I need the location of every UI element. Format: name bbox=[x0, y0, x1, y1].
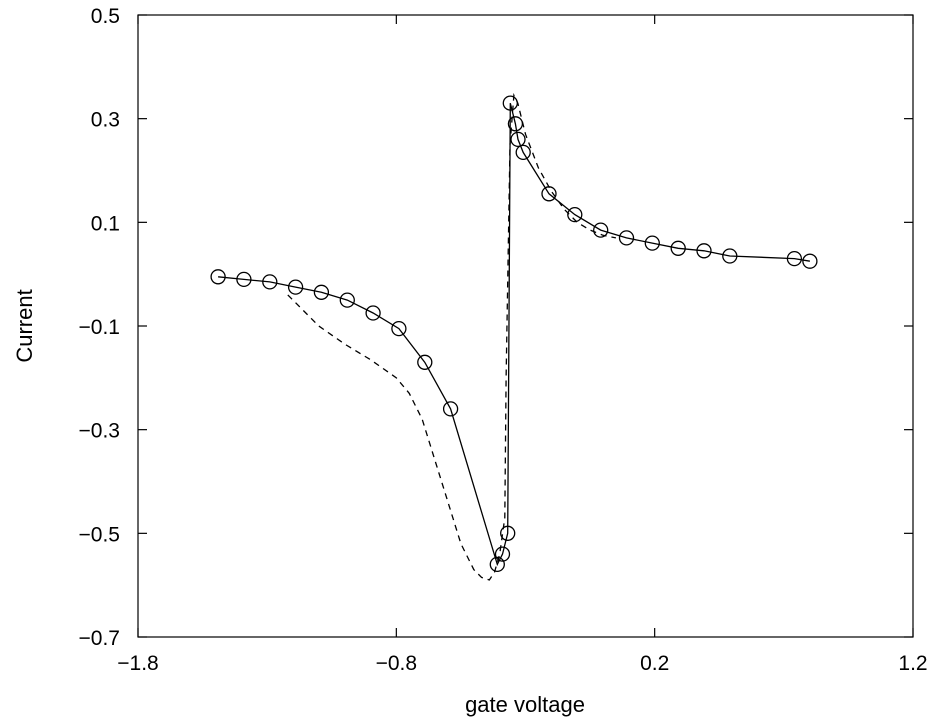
data-point-marker bbox=[802, 253, 818, 269]
ticks-layer: −1.8 −0.8 0.2 1.2 0.5 0.3 0.1 −0.1 −0.3 −0.5 −0.7 bbox=[79, 5, 928, 675]
data-point-marker bbox=[696, 243, 712, 259]
y-tick-label: −0.1 bbox=[79, 316, 120, 339]
dashed-series-line bbox=[287, 92, 617, 581]
data-point-marker bbox=[391, 320, 407, 337]
data-point-marker bbox=[210, 269, 226, 285]
data-point-marker bbox=[515, 144, 531, 161]
data-point-marker bbox=[644, 235, 660, 251]
series-layer bbox=[210, 92, 818, 581]
x-tick-label: −1.8 bbox=[117, 652, 158, 675]
data-point-marker bbox=[417, 354, 433, 370]
data-point-marker bbox=[262, 274, 278, 290]
x-axis-label: gate voltage bbox=[465, 692, 585, 717]
data-point-marker bbox=[442, 401, 459, 417]
y-tick-label: 0.3 bbox=[91, 109, 120, 132]
x-tick-label: 0.2 bbox=[640, 652, 669, 675]
data-point-marker bbox=[287, 279, 304, 295]
data-point-marker bbox=[786, 250, 803, 267]
x-tick-label: 1.2 bbox=[898, 652, 927, 675]
data-point-marker bbox=[236, 271, 252, 288]
data-point-marker bbox=[567, 206, 583, 223]
data-point-marker bbox=[722, 248, 738, 264]
data-point-marker bbox=[365, 305, 381, 321]
data-point-marker bbox=[313, 284, 330, 300]
x-tick-label: −0.8 bbox=[376, 652, 417, 675]
data-point-marker bbox=[494, 546, 511, 562]
data-point-marker bbox=[500, 525, 516, 541]
y-axis-label: Current bbox=[12, 289, 37, 362]
data-point-marker bbox=[593, 222, 609, 238]
data-point-marker bbox=[618, 230, 635, 246]
y-tick-label: −0.7 bbox=[79, 627, 120, 650]
data-point-marker bbox=[489, 556, 505, 573]
plot-frame bbox=[137, 14, 914, 638]
solid-series-line bbox=[218, 102, 811, 567]
y-tick-label: −0.3 bbox=[79, 420, 120, 443]
y-tick-label: −0.5 bbox=[79, 523, 120, 546]
y-tick-label: 0.1 bbox=[91, 212, 120, 235]
data-point-marker bbox=[339, 292, 355, 308]
data-point-marker bbox=[670, 240, 686, 256]
y-tick-label: 0.5 bbox=[91, 5, 120, 28]
